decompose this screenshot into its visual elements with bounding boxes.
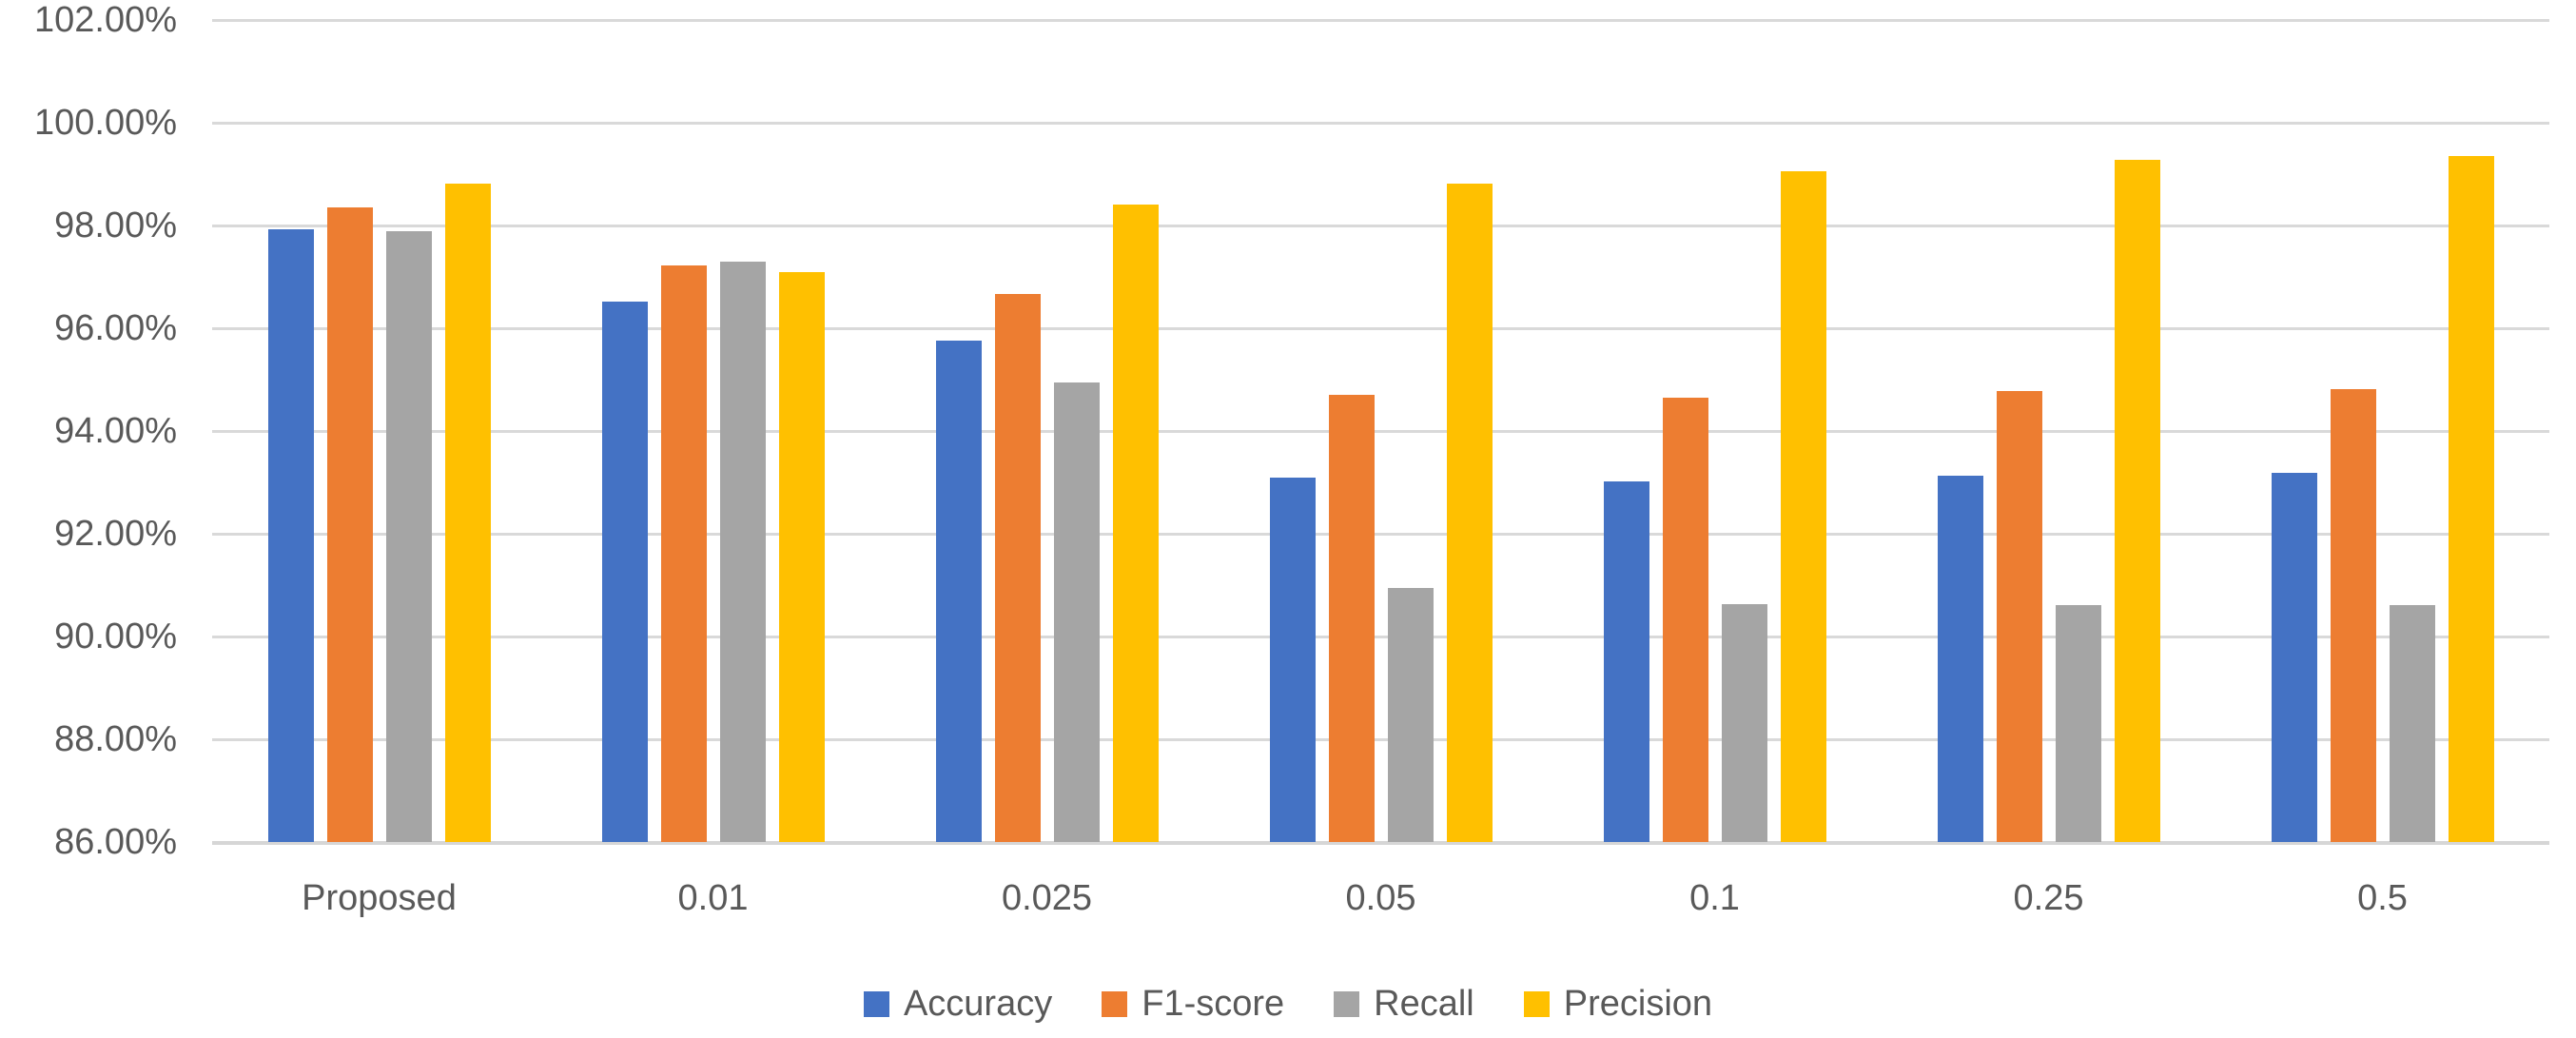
bar-accuracy-0.01 (601, 302, 648, 842)
x-axis-category-label: 0.1 (1689, 878, 1740, 918)
bar-accuracy-0.5 (2271, 473, 2317, 842)
y-gridline (212, 18, 2549, 22)
bar-recall-0.01 (719, 261, 766, 842)
y-gridline (212, 121, 2549, 125)
legend-swatch-icon (1334, 990, 1360, 1017)
y-gridline (212, 326, 2549, 330)
y-gridline (212, 635, 2549, 638)
legend-swatch-icon (1523, 990, 1550, 1017)
bar-precision-proposed (444, 183, 491, 842)
bar-recall-proposed (385, 230, 432, 842)
bar-precision-0.1 (1780, 171, 1826, 842)
bar-accuracy-0.05 (1269, 478, 1316, 842)
legend-swatch-icon (863, 990, 889, 1017)
y-axis-tick-label: 94.00% (54, 411, 177, 451)
bar-accuracy-proposed (267, 229, 314, 842)
x-axis-category-label: 0.05 (1345, 878, 1416, 918)
bar-f1-score-0.05 (1328, 395, 1375, 842)
bar-f1-score-0.025 (994, 294, 1041, 842)
bar-precision-0.025 (1112, 204, 1159, 842)
bar-accuracy-0.025 (935, 340, 982, 842)
bar-recall-0.1 (1721, 603, 1767, 842)
bar-precision-0.25 (2114, 159, 2160, 842)
y-gridline (212, 532, 2549, 536)
bar-precision-0.01 (778, 271, 825, 842)
x-axis-category-label: 0.5 (2357, 878, 2408, 918)
bar-recall-0.5 (2389, 605, 2435, 842)
bar-accuracy-0.25 (1937, 475, 1983, 842)
x-axis-category-label: Proposed (302, 878, 457, 918)
legend-item-precision: Precision (1523, 984, 1713, 1024)
bar-f1-score-0.01 (660, 265, 707, 842)
y-axis-tick-label: 102.00% (33, 0, 177, 40)
legend-label: F1-score (1142, 984, 1285, 1024)
legend-swatch-icon (1102, 990, 1128, 1017)
bar-f1-score-0.1 (1662, 397, 1708, 842)
x-axis-category-label: 0.01 (677, 878, 749, 918)
x-axis-line (212, 840, 2549, 845)
bar-recall-0.05 (1387, 587, 1434, 842)
y-axis-tick-label: 98.00% (54, 206, 177, 245)
y-gridline (212, 224, 2549, 227)
y-axis-tick-label: 90.00% (54, 617, 177, 656)
bar-accuracy-0.1 (1603, 480, 1649, 842)
bar-precision-0.5 (2448, 155, 2494, 842)
y-axis-tick-label: 88.00% (54, 719, 177, 759)
legend-label: Recall (1374, 984, 1474, 1024)
legend-label: Precision (1563, 984, 1713, 1024)
y-axis-tick-label: 92.00% (54, 514, 177, 554)
chart-legend: Accuracy F1-score Recall Precision (0, 986, 2576, 1022)
bar-f1-score-0.5 (2330, 389, 2376, 842)
bar-f1-score-0.25 (1996, 391, 2042, 842)
x-axis-category-label: 0.025 (1001, 878, 1093, 918)
y-axis-tick-label: 96.00% (54, 308, 177, 348)
y-axis-tick-label: 86.00% (54, 822, 177, 862)
legend-item-f1-score: F1-score (1102, 986, 1284, 1022)
legend-item-accuracy: Accuracy (863, 984, 1053, 1024)
bar-f1-score-proposed (326, 207, 373, 842)
bar-recall-0.025 (1053, 382, 1100, 842)
legend-label: Accuracy (903, 984, 1053, 1024)
bar-precision-0.05 (1446, 183, 1493, 842)
legend-item-recall: Recall (1334, 986, 1474, 1022)
y-gridline (212, 737, 2549, 741)
bar-recall-0.25 (2055, 604, 2101, 842)
y-gridline (212, 429, 2549, 433)
y-axis-tick-label: 100.00% (33, 103, 177, 143)
x-axis-category-label: 0.25 (2013, 878, 2084, 918)
